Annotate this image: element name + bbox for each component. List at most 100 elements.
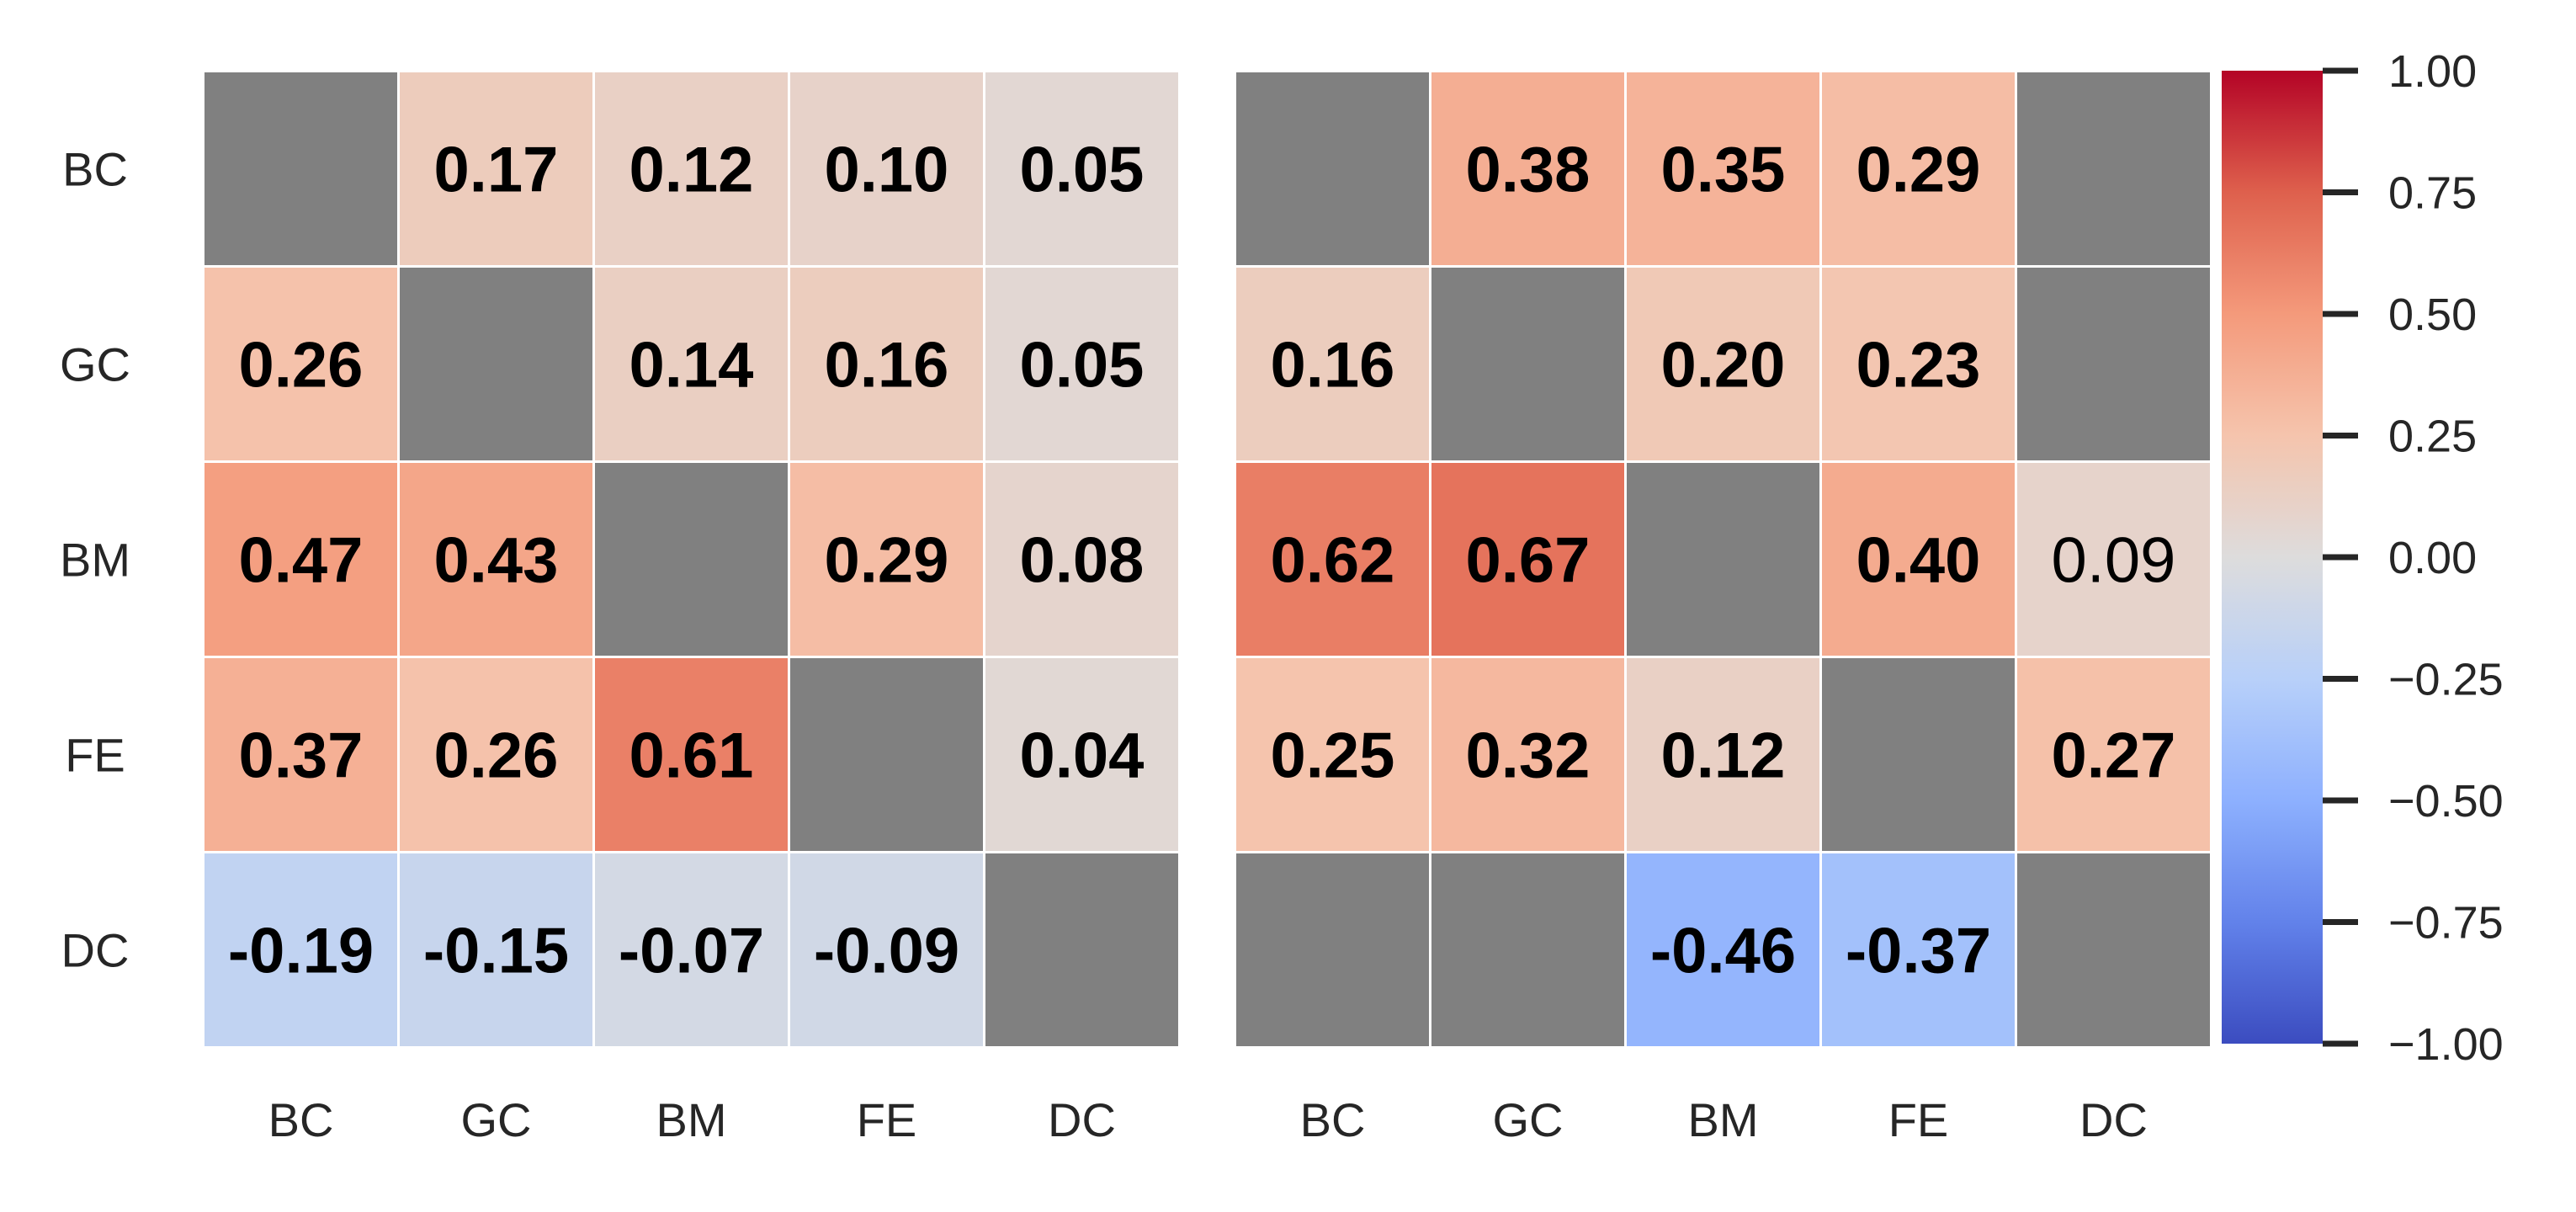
heatmap-cell (595, 658, 788, 851)
cell-value-label: 0.26 (434, 720, 559, 792)
heatmap-cell (790, 72, 983, 265)
heatmap-cell (400, 853, 592, 1046)
heatmap-cell (2017, 268, 2210, 460)
heatmap-cell (790, 268, 983, 460)
heatmap-cell (1236, 463, 1429, 656)
heatmap-cell (1431, 853, 1624, 1046)
cell-value-label: 0.37 (239, 720, 364, 792)
cell-value-label: 0.16 (1271, 330, 1395, 401)
colorbar-tick-label: −1.00 (2388, 1019, 2504, 1070)
y-tick-label: BC (62, 143, 128, 196)
x-tick-label: BM (1688, 1093, 1759, 1146)
cell-value-label: 0.32 (1466, 720, 1591, 792)
cell-value-label: 0.40 (1856, 525, 1981, 597)
cell-value-label: 0.61 (629, 720, 754, 792)
colorbar-tick-label: 0.25 (2388, 412, 2477, 462)
colorbar-tick-label: 0.50 (2388, 290, 2477, 340)
heatmap-cell (1627, 268, 1819, 460)
x-tick-label: GC (461, 1093, 532, 1146)
cell-value-label: 0.05 (1020, 135, 1145, 206)
heatmap-cell (1822, 853, 2015, 1046)
heatmap-cell (595, 853, 788, 1046)
heatmap-cell (1822, 463, 2015, 656)
heatmap-cell (2017, 463, 2210, 656)
colorbar-ticks: 1.00 0.75 0.50 0.25 0.00 −0.25 −0.50 −0.75 −1.00 (2323, 46, 2504, 1070)
y-tick-label: DC (61, 924, 130, 977)
heatmap-cell (595, 463, 788, 656)
heatmap-cell (790, 853, 983, 1046)
colorbar-tick-label: 0.00 (2388, 533, 2477, 583)
heatmap-cell (1236, 268, 1429, 460)
heatmap-cell (595, 268, 788, 460)
heatmap-cell (1822, 658, 2015, 851)
heatmap-cell (985, 268, 1178, 460)
cell-value-label: 0.17 (434, 135, 559, 206)
x-tick-label: BC (1300, 1093, 1366, 1146)
heatmap-cell (1431, 268, 1624, 460)
heatmap-cell (985, 853, 1178, 1046)
cell-value-label: 0.10 (825, 135, 949, 206)
heatmap-cell (400, 268, 592, 460)
cell-value-label: 0.27 (2052, 720, 2176, 792)
colorbar-gradient (2222, 71, 2323, 1044)
heatmap-cell (1236, 853, 1429, 1046)
cell-value-label: 0.38 (1466, 135, 1591, 206)
heatmap-panel-right: 0.38 0.35 0.29 0.16 0.20 0.23 0.62 0.67 0.40 0.09… (1236, 72, 2210, 1146)
heatmap-cell (1822, 72, 2015, 265)
heatmap-cell (595, 72, 788, 265)
cell-value-label: 0.67 (1466, 525, 1591, 597)
x-tick-label: BC (268, 1093, 334, 1146)
colorbar-tick-label: −0.25 (2388, 655, 2504, 705)
heatmap-cell (204, 463, 397, 656)
cell-value-label: 0.04 (1020, 720, 1145, 792)
heatmap-cell (2017, 658, 2210, 851)
heatmap-cell (1822, 268, 2015, 460)
x-tick-label: DC (2079, 1093, 2148, 1146)
cell-value-label: -0.15 (423, 916, 569, 987)
heatmap-cell (1627, 658, 1819, 851)
heatmap-cell (985, 658, 1178, 851)
cell-value-label: 0.09 (2052, 525, 2176, 597)
y-tick-label: GC (60, 338, 130, 391)
cell-value-label: 0.14 (629, 330, 754, 401)
heatmap-panel-left: 0.17 0.12 0.10 0.05 0.26 0.14 0.16 0.05 0.47 0.43… (60, 72, 1178, 1146)
heatmap-cell (2017, 72, 2210, 265)
cell-value-label: 0.35 (1661, 135, 1786, 206)
cell-value-label: 0.62 (1271, 525, 1395, 597)
colorbar-tick-label: −0.50 (2388, 776, 2504, 827)
heatmap-cell (790, 658, 983, 851)
heatmap-cell (1431, 463, 1624, 656)
heatmap-cell (400, 463, 592, 656)
cell-value-label: 0.16 (825, 330, 949, 401)
x-tick-label: FE (857, 1093, 917, 1146)
cell-value-label: 0.05 (1020, 330, 1145, 401)
colorbar-tick-label: 1.00 (2388, 46, 2477, 97)
cell-value-label: -0.09 (814, 916, 959, 987)
heatmap-cell (204, 853, 397, 1046)
cell-value-label: 0.12 (629, 135, 754, 206)
y-tick-label: FE (65, 729, 125, 782)
y-tick-label: BM (60, 534, 130, 587)
heatmap-cell (1236, 658, 1429, 851)
colorbar-tick-label: −0.75 (2388, 898, 2504, 949)
heatmap-cell (1627, 853, 1819, 1046)
colorbar-tick-label: 0.75 (2388, 168, 2477, 219)
heatmap-cell (790, 463, 983, 656)
cell-value-label: 0.47 (239, 525, 364, 597)
cell-value-label: 0.08 (1020, 525, 1145, 597)
cell-value-label: 0.23 (1856, 330, 1981, 401)
cell-value-label: 0.29 (1856, 135, 1981, 206)
x-tick-label: FE (1888, 1093, 1949, 1146)
heatmap-cell (985, 463, 1178, 656)
cell-value-label: 0.20 (1661, 330, 1786, 401)
heatmap-cell (1431, 658, 1624, 851)
cell-value-label: -0.07 (619, 916, 764, 987)
heatmap-cell (204, 658, 397, 851)
heatmap-cell (400, 658, 592, 851)
cell-value-label: -0.19 (228, 916, 374, 987)
colorbar: 1.00 0.75 0.50 0.25 0.00 −0.25 −0.50 −0.75 −1.00 (2222, 46, 2504, 1070)
heatmap-cell (985, 72, 1178, 265)
heatmap-cell (1627, 72, 1819, 265)
cell-value-label: 0.25 (1271, 720, 1395, 792)
